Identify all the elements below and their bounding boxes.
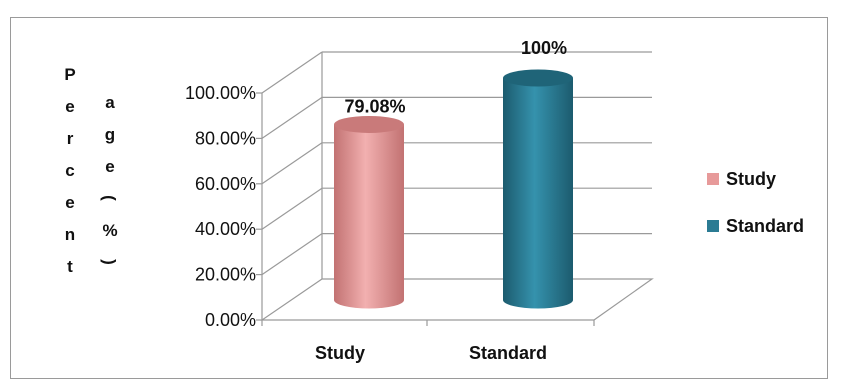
- y-tick-label: 20.00%: [195, 265, 256, 285]
- gridline-diagonal: [261, 233, 323, 276]
- bar-top: [503, 69, 573, 87]
- gridline-diagonal: [261, 51, 323, 94]
- y-tick-label: 80.00%: [195, 128, 256, 148]
- grid-layer: [256, 51, 654, 326]
- bar-study: [334, 115, 404, 309]
- legend-swatch: [707, 220, 719, 232]
- gridline-diagonal: [261, 96, 323, 139]
- y-axis-title-char: %: [102, 221, 117, 240]
- legend: Study Standard: [707, 169, 804, 236]
- y-axis-title-char: ): [100, 259, 119, 265]
- data-label: 100%: [521, 38, 567, 58]
- data-labels: 79.08% 100%: [344, 38, 567, 116]
- y-tick-label: 40.00%: [195, 219, 256, 239]
- data-label: 79.08%: [344, 96, 405, 116]
- y-axis-title-char: c: [65, 161, 74, 180]
- y-axis-title-char: e: [105, 157, 114, 176]
- y-axis-title-char: e: [65, 193, 74, 212]
- legend-swatch: [707, 173, 719, 185]
- y-axis-title-char: (: [100, 195, 119, 201]
- y-tick-label: 100.00%: [185, 83, 256, 103]
- y-tick-label: 0.00%: [205, 310, 256, 330]
- bar-top: [334, 115, 404, 133]
- y-axis-title-char: r: [67, 129, 74, 148]
- bar-standard: [503, 69, 573, 309]
- chart-floor: [260, 278, 654, 321]
- legend-label: Standard: [726, 216, 804, 236]
- gridline-diagonal: [261, 187, 323, 230]
- y-axis-title-char: P: [64, 65, 75, 84]
- bar-body: [503, 78, 573, 309]
- y-tick-label: 60.00%: [195, 174, 256, 194]
- legend-label: Study: [726, 169, 776, 189]
- category-label: Study: [315, 343, 365, 363]
- y-axis-title-char: g: [105, 125, 115, 144]
- category-label: Standard: [469, 343, 547, 363]
- y-tick-labels: 0.00% 20.00% 40.00% 60.00% 80.00% 100.00%: [185, 83, 256, 330]
- category-labels: Study Standard: [315, 343, 547, 363]
- bars: [334, 69, 573, 309]
- bar-body: [334, 124, 404, 309]
- y-axis-title-char: a: [105, 93, 115, 112]
- y-axis-title-char: e: [65, 97, 74, 116]
- y-axis-title-char: t: [67, 257, 73, 276]
- gridline-diagonal: [261, 142, 323, 185]
- y-axis-title-char: n: [65, 225, 75, 244]
